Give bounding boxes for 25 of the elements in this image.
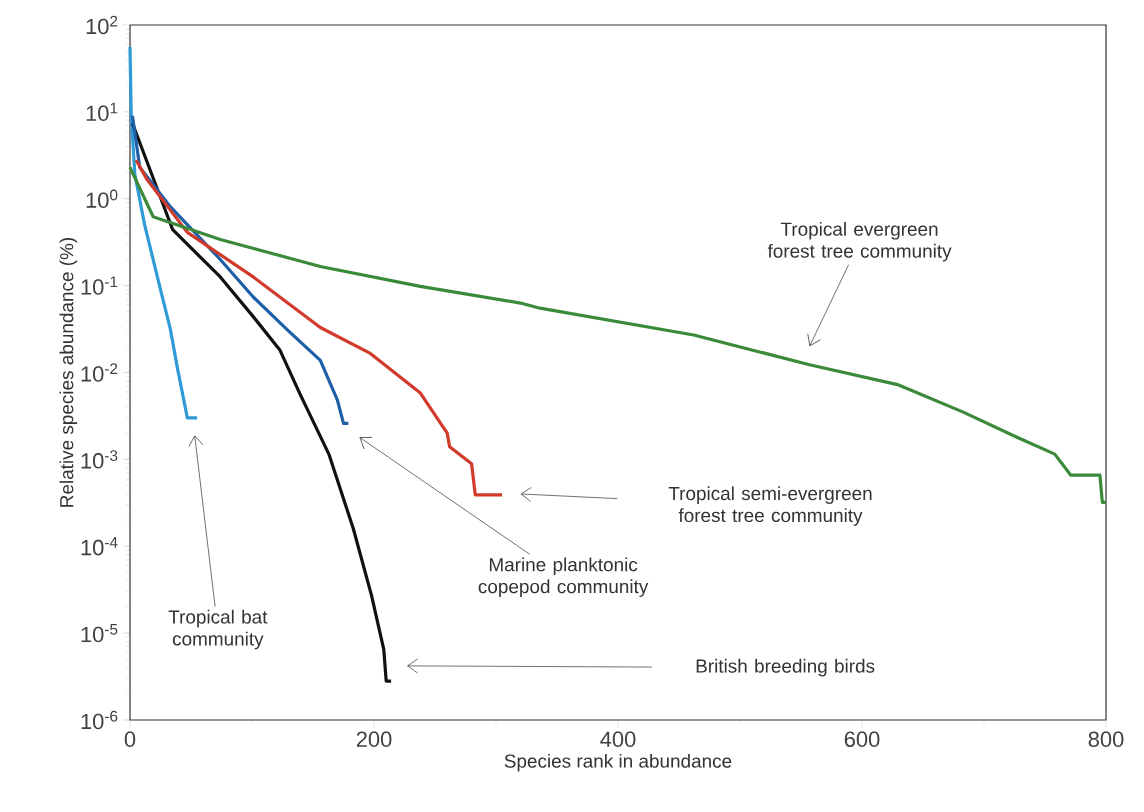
y-tick-label: 10$^{-4}$ bbox=[81, 537, 118, 556]
x-tick-label: 200 bbox=[356, 731, 392, 748]
x-axis-title: Species rank in abundance bbox=[504, 753, 732, 772]
line-series bbox=[134, 158, 504, 497]
x-tick-label: 400 bbox=[600, 731, 636, 748]
y-tick-label: 10$^{-2}$ bbox=[81, 363, 118, 382]
y-tick-label: 10$^{0}$ bbox=[86, 189, 118, 208]
y-tick-label: 10$^{-6}$ bbox=[81, 710, 118, 730]
y-tick-label: 10$^{1}$ bbox=[86, 102, 118, 122]
x-tick-label: 600 bbox=[844, 731, 880, 748]
annotation: British breeding birds bbox=[696, 658, 875, 677]
x-tick-label: 0 bbox=[124, 731, 136, 748]
line-series bbox=[128, 45, 199, 420]
y-tick-label: 10$^{-1}$ bbox=[81, 276, 118, 295]
y-tick-label: 10$^{-5}$ bbox=[81, 623, 118, 643]
annotation: Marine planktonic copepod community bbox=[478, 557, 649, 597]
annotation: Tropical semi-evergreen forest tree community bbox=[668, 486, 872, 526]
y-tick-label: 10$^{-3}$ bbox=[81, 450, 118, 469]
line-series bbox=[128, 165, 1108, 504]
x-tick-label: 800 bbox=[1088, 731, 1124, 748]
line-series bbox=[130, 121, 393, 683]
annotation: Tropical bat community bbox=[168, 609, 268, 650]
y-tick-label: 10$^{2}$ bbox=[86, 15, 118, 35]
y-axis-title: Relative species abundance (%) bbox=[59, 238, 78, 507]
annotation: Tropical evergreen forest tree community bbox=[767, 221, 952, 262]
